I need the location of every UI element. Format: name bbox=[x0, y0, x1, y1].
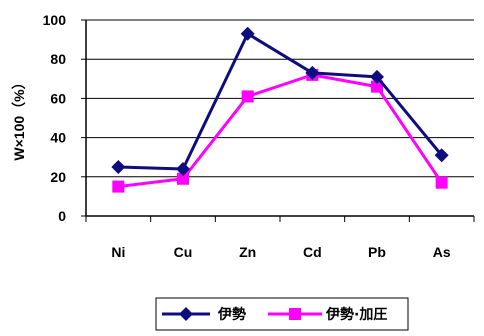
x-tick-labels: Ni Cu Zn Cd Pb As bbox=[111, 244, 450, 260]
legend-marker bbox=[179, 307, 193, 321]
x-tick-label: As bbox=[433, 244, 451, 260]
y-tick-label: 0 bbox=[58, 208, 66, 224]
data-point bbox=[305, 65, 320, 80]
x-tick-label: Cu bbox=[174, 244, 193, 260]
y-tick-labels: 0 20 40 60 80 100 bbox=[43, 12, 67, 224]
legend-entry-2: 伊勢·加圧 bbox=[268, 306, 387, 323]
series-layer bbox=[111, 26, 449, 193]
legend-marker bbox=[289, 308, 301, 320]
x-tick-label: Ni bbox=[111, 244, 125, 260]
y-axis-title: W×100（%） bbox=[11, 75, 27, 160]
data-point bbox=[434, 148, 449, 163]
series-line bbox=[118, 73, 443, 189]
x-tick-label: Pb bbox=[368, 244, 386, 260]
y-tick-label: 80 bbox=[50, 51, 66, 67]
x-tick-label: Zn bbox=[239, 244, 256, 260]
data-point bbox=[112, 180, 125, 193]
data-point bbox=[435, 176, 448, 189]
legend-label: 伊勢 bbox=[217, 306, 246, 323]
y-tick-label: 100 bbox=[43, 12, 67, 28]
data-point bbox=[371, 80, 383, 93]
grid-lines bbox=[86, 19, 474, 178]
y-tick-label: 60 bbox=[50, 90, 66, 106]
axes bbox=[81, 19, 475, 222]
data-point bbox=[241, 90, 254, 103]
data-point bbox=[370, 69, 384, 84]
data-point bbox=[240, 26, 255, 41]
data-point bbox=[177, 172, 189, 185]
y-tick-label: 40 bbox=[50, 130, 66, 146]
data-point bbox=[111, 160, 126, 174]
series-1 bbox=[111, 26, 449, 176]
legend-label: 伊勢·加圧 bbox=[325, 306, 387, 323]
series-2 bbox=[112, 68, 448, 193]
legend-entry-1: 伊勢 bbox=[162, 306, 246, 323]
legend: 伊勢 伊勢·加圧 bbox=[155, 297, 409, 331]
x-tick-label: Cd bbox=[303, 244, 322, 260]
y-tick-label: 20 bbox=[50, 169, 66, 185]
series-line bbox=[118, 32, 443, 171]
data-point bbox=[176, 161, 190, 176]
